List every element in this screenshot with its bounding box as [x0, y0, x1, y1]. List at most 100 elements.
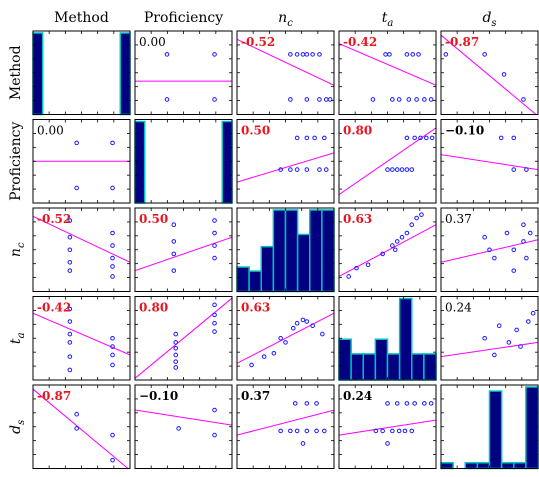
- data-point: [110, 230, 115, 236]
- data-point: [317, 52, 322, 57]
- histogram-bar: [464, 462, 479, 470]
- data-point: [496, 323, 502, 329]
- data-point: [404, 230, 410, 236]
- data-point: [404, 167, 410, 172]
- regression-line: [237, 38, 334, 86]
- data-point: [418, 135, 423, 141]
- label-main: d: [482, 10, 491, 26]
- data-point: [323, 167, 329, 172]
- data-point: [409, 167, 415, 172]
- correlation-value: 0.37: [445, 212, 472, 226]
- cell-0-0: [32, 30, 131, 116]
- cell-1-3: 0.80: [338, 119, 437, 204]
- histogram-bar: [476, 462, 491, 470]
- cell-ticks: [441, 296, 538, 380]
- data-point: [511, 167, 517, 172]
- data-point: [171, 222, 177, 227]
- data-point: [314, 401, 319, 406]
- data-point: [261, 354, 267, 359]
- histogram-bar: [284, 209, 299, 293]
- data-point: [171, 239, 177, 244]
- data-point: [524, 167, 529, 172]
- plot-area: [33, 306, 130, 373]
- cell-ticks: [33, 296, 130, 380]
- data-point: [110, 274, 115, 279]
- data-point: [424, 135, 429, 141]
- data-point: [292, 401, 298, 406]
- data-point: [110, 457, 115, 463]
- cell-ticks: [135, 31, 232, 115]
- data-point: [521, 239, 526, 244]
- data-point: [110, 185, 115, 191]
- correlation-value: 0.24: [445, 301, 472, 315]
- data-point: [527, 230, 533, 236]
- data-point: [74, 140, 79, 146]
- data-point: [498, 135, 504, 141]
- cell-ticks: [33, 31, 130, 115]
- data-point: [317, 97, 322, 102]
- data-point: [173, 365, 179, 370]
- cell-2-3: 0.63: [338, 207, 437, 292]
- data-point: [354, 265, 359, 271]
- data-point: [511, 135, 517, 141]
- label-main: n: [278, 10, 287, 26]
- histogram-bar: [500, 462, 515, 470]
- data-point: [419, 212, 424, 217]
- cell-ticks: [339, 385, 436, 469]
- data-point: [164, 97, 170, 102]
- cell-ticks: [339, 31, 436, 115]
- label-main: n: [8, 248, 24, 257]
- data-point: [487, 247, 492, 253]
- plot-area: [441, 135, 538, 172]
- data-point: [409, 222, 415, 227]
- data-point: [67, 319, 73, 324]
- histogram-bar: [362, 353, 377, 381]
- correlation-value: -0.42: [37, 301, 71, 315]
- data-point: [312, 135, 317, 141]
- cell-4-2: 0.37: [236, 384, 335, 469]
- histogram-bar: [488, 390, 503, 470]
- plot-area: [339, 127, 436, 196]
- cell-0-3: -0.42: [338, 30, 437, 115]
- correlation-value: -0.42: [343, 35, 377, 49]
- correlation-value: 0.63: [241, 301, 270, 315]
- data-point: [304, 52, 310, 57]
- data-point: [300, 317, 306, 323]
- regression-line: [237, 152, 334, 183]
- data-point: [322, 135, 327, 141]
- cell-2-2: [236, 207, 335, 293]
- data-point: [212, 255, 217, 261]
- data-point: [412, 135, 417, 141]
- cell-ticks: [237, 31, 334, 115]
- data-point: [67, 268, 73, 273]
- cell-4-1: −0.10: [134, 384, 233, 469]
- histogram-bar: [513, 462, 527, 470]
- column-label-d-s: ds: [482, 10, 496, 29]
- column-label-t-a: ta: [382, 10, 394, 29]
- data-point: [482, 335, 487, 341]
- regression-line: [441, 154, 538, 171]
- label-sub: c: [287, 18, 293, 29]
- cell-frame: [32, 30, 131, 115]
- data-point: [110, 362, 115, 368]
- data-point: [212, 243, 217, 248]
- data-point: [370, 97, 376, 102]
- cell-0-1: 0.00: [134, 30, 233, 115]
- data-point: [392, 247, 398, 253]
- data-point: [396, 428, 402, 434]
- correlation-value: −0.10: [139, 389, 178, 403]
- label-main: t: [8, 338, 24, 344]
- row-label-t-a: ta: [8, 332, 27, 344]
- plot-area: [33, 388, 129, 469]
- regression-line: [33, 388, 129, 469]
- data-point: [212, 329, 217, 334]
- regression-line: [237, 409, 334, 436]
- data-point: [278, 335, 283, 341]
- cell-2-4: 0.37: [440, 207, 539, 292]
- row-label-d-s: ds: [8, 420, 27, 434]
- data-point: [173, 352, 179, 358]
- histogram-bar: [374, 338, 389, 381]
- regression-line: [237, 312, 334, 364]
- data-point: [212, 432, 217, 438]
- regression-line: [33, 312, 130, 356]
